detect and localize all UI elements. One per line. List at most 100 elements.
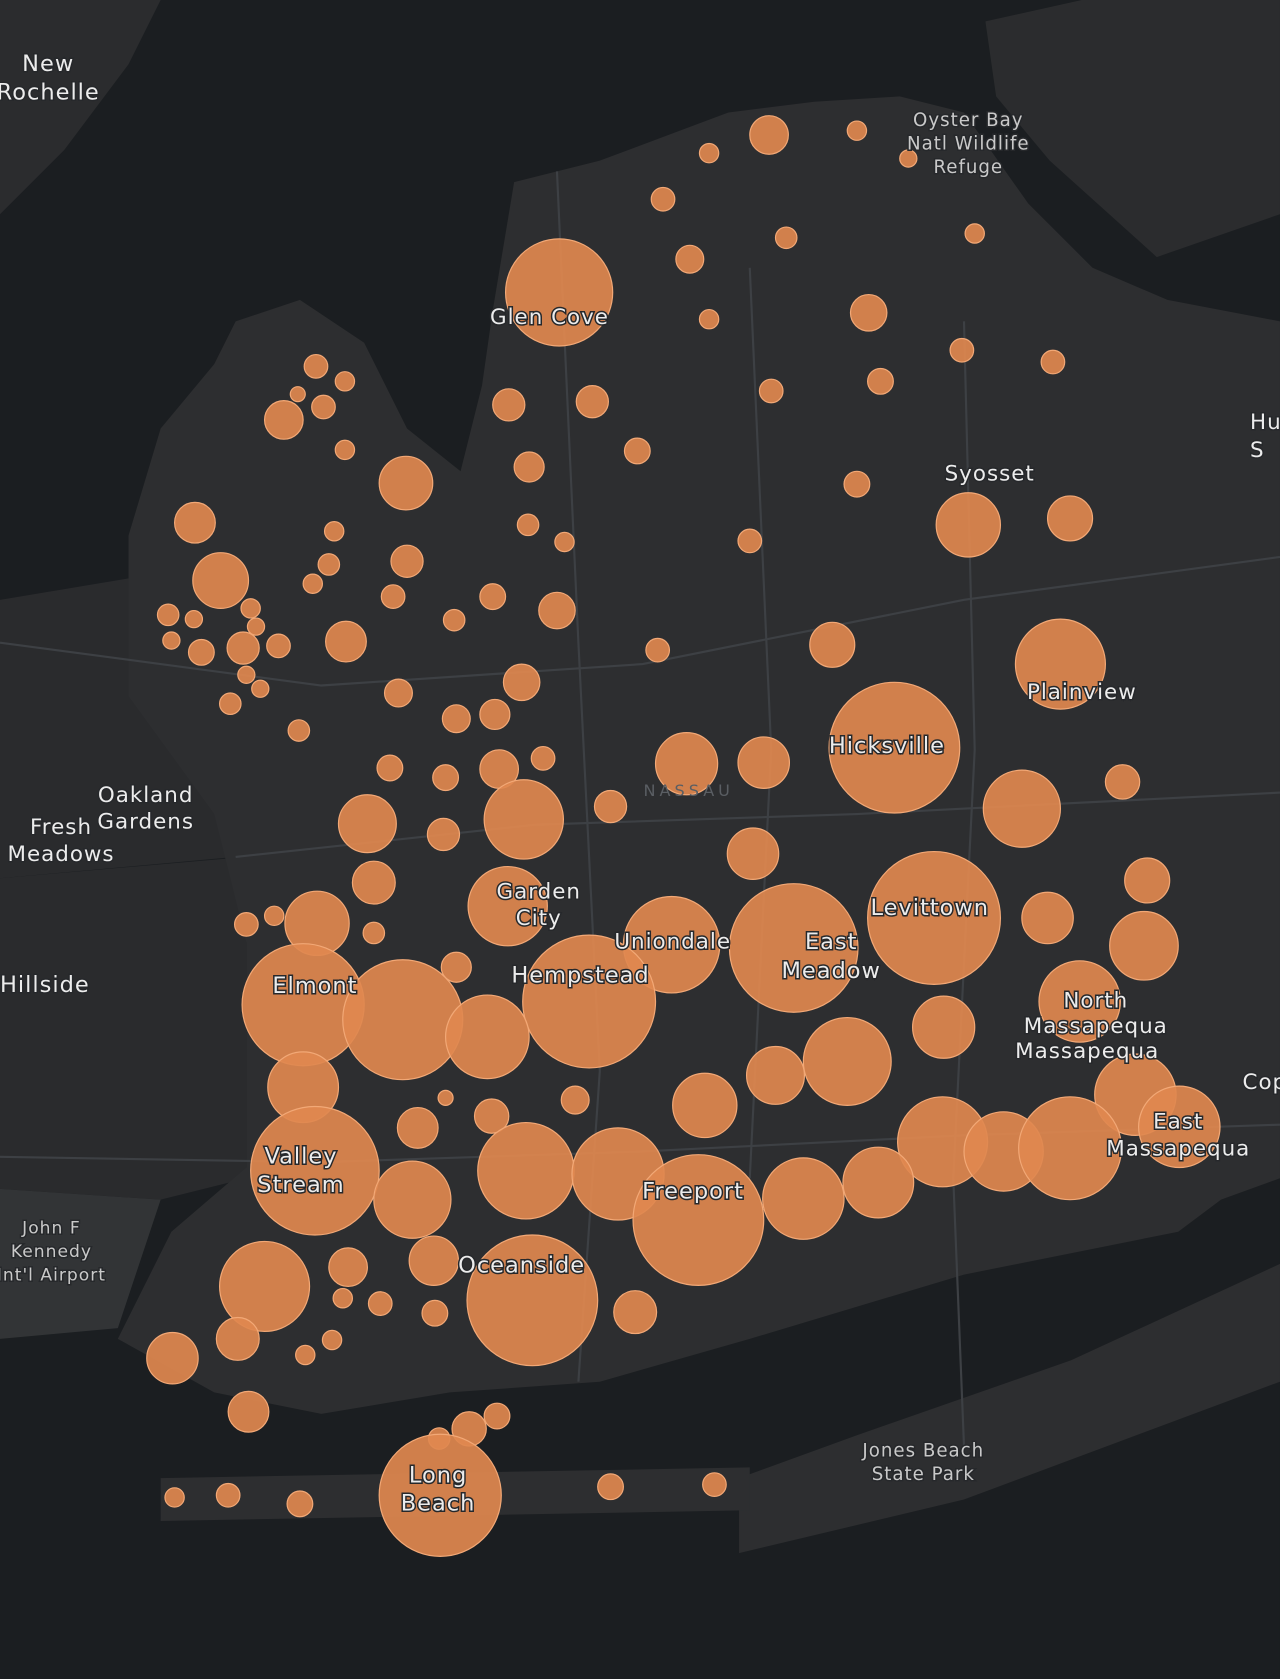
bubble xyxy=(289,386,306,403)
place-label: Oyster Bay xyxy=(913,110,1024,131)
bubble xyxy=(184,609,204,629)
bubble xyxy=(650,186,676,212)
bubble xyxy=(367,1291,393,1316)
bubble xyxy=(802,1016,892,1107)
place-label: Freeport xyxy=(642,1179,744,1205)
bubble xyxy=(362,921,386,945)
bubble xyxy=(1038,960,1122,1043)
bubble xyxy=(303,353,329,379)
bubble xyxy=(726,827,780,880)
place-label: Jones Beach xyxy=(861,1440,984,1461)
bubble xyxy=(843,470,871,498)
bubble xyxy=(483,1402,511,1430)
bubble xyxy=(477,1121,575,1220)
bubble xyxy=(513,451,545,483)
bubble xyxy=(516,513,540,537)
bubble xyxy=(530,745,556,771)
place-label: Plainview xyxy=(1027,680,1137,705)
bubble xyxy=(441,704,471,734)
bubble xyxy=(728,883,859,1013)
bubble xyxy=(287,719,311,742)
bubble xyxy=(192,552,250,610)
bubble xyxy=(737,736,791,789)
place-label: Hu xyxy=(1250,410,1280,435)
bubble xyxy=(295,1344,316,1366)
place-label: Long xyxy=(409,1463,467,1489)
bubble xyxy=(774,226,798,250)
bubble xyxy=(467,865,548,947)
bubble xyxy=(334,439,356,461)
place-label: Massapequa xyxy=(1106,1136,1250,1161)
place-label: Beach xyxy=(401,1490,476,1516)
place-label: Massapequa xyxy=(1024,1014,1168,1039)
bubble xyxy=(1018,1096,1123,1201)
place-label: Stream xyxy=(257,1172,344,1198)
place-label: Natl Wildlife xyxy=(907,134,1030,155)
bubble xyxy=(328,1247,368,1288)
bubble xyxy=(246,617,266,636)
bubble xyxy=(745,1045,806,1105)
place-label: Glen Cove xyxy=(490,305,609,330)
bubble xyxy=(675,244,705,274)
bubble xyxy=(1109,910,1179,981)
bubble xyxy=(215,1482,241,1508)
place-label: S xyxy=(1250,438,1265,463)
bubble xyxy=(698,308,720,330)
bubble xyxy=(899,149,918,168)
bubble xyxy=(949,337,975,363)
bubble xyxy=(538,591,576,630)
place-label: Meadow xyxy=(781,958,880,984)
bubble xyxy=(867,367,894,395)
bubble xyxy=(342,959,464,1081)
bubble xyxy=(263,400,304,440)
bubble xyxy=(187,638,215,666)
place-label: Oceanside xyxy=(458,1253,585,1279)
bubble xyxy=(218,1240,311,1333)
bubble xyxy=(935,492,1002,558)
bubble xyxy=(437,1089,454,1107)
place-label: North xyxy=(1063,989,1128,1014)
land xyxy=(0,0,161,215)
bubble xyxy=(444,994,530,1080)
bubble xyxy=(215,1316,260,1361)
bubble xyxy=(828,681,961,814)
bubble xyxy=(1021,891,1074,945)
place-label: Elmont xyxy=(272,973,357,999)
bubble xyxy=(302,573,324,595)
bubble-layer xyxy=(146,115,1221,1557)
bubble xyxy=(964,223,985,244)
airport xyxy=(0,1188,161,1339)
bubble xyxy=(421,1299,449,1327)
bubble xyxy=(426,817,461,852)
bubble xyxy=(396,1106,439,1149)
road xyxy=(0,555,1280,687)
bubble xyxy=(654,732,719,796)
place-label: Hillside xyxy=(0,972,90,998)
bubble xyxy=(593,789,628,824)
bubble xyxy=(164,1487,185,1508)
bubble xyxy=(250,1105,380,1236)
bubble xyxy=(737,528,763,554)
bubble xyxy=(758,378,784,404)
land xyxy=(0,856,247,1200)
bubble xyxy=(698,142,720,164)
bubble xyxy=(1124,857,1171,904)
bubble xyxy=(623,437,651,465)
bubble xyxy=(408,1235,460,1286)
land xyxy=(985,0,1280,258)
place-label: Valley xyxy=(264,1143,337,1169)
place-label: Levittown xyxy=(870,895,989,921)
place-label: Oakland xyxy=(98,783,194,808)
bubble xyxy=(390,544,424,578)
bubble xyxy=(1014,618,1107,710)
place-label: New xyxy=(22,51,74,77)
bubble xyxy=(849,293,888,332)
place-label: Uniondale xyxy=(614,930,731,955)
bubble xyxy=(227,1390,270,1433)
place-label: City xyxy=(516,906,562,931)
bubble xyxy=(376,754,404,782)
bubble xyxy=(597,1473,624,1501)
bubble xyxy=(173,501,216,544)
bubble xyxy=(466,1234,599,1367)
bubble xyxy=(982,769,1062,848)
